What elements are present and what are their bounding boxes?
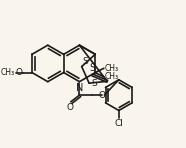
Text: O: O <box>99 91 106 100</box>
Text: Cl: Cl <box>114 119 123 128</box>
Text: S: S <box>89 63 95 73</box>
Text: CH₃: CH₃ <box>105 72 119 81</box>
Text: N: N <box>76 83 83 93</box>
Text: S: S <box>91 79 97 88</box>
Text: CH₃: CH₃ <box>105 64 119 73</box>
Text: S: S <box>83 57 88 66</box>
Text: CH₃: CH₃ <box>1 68 15 77</box>
Text: O: O <box>66 103 73 112</box>
Text: O: O <box>16 68 23 77</box>
